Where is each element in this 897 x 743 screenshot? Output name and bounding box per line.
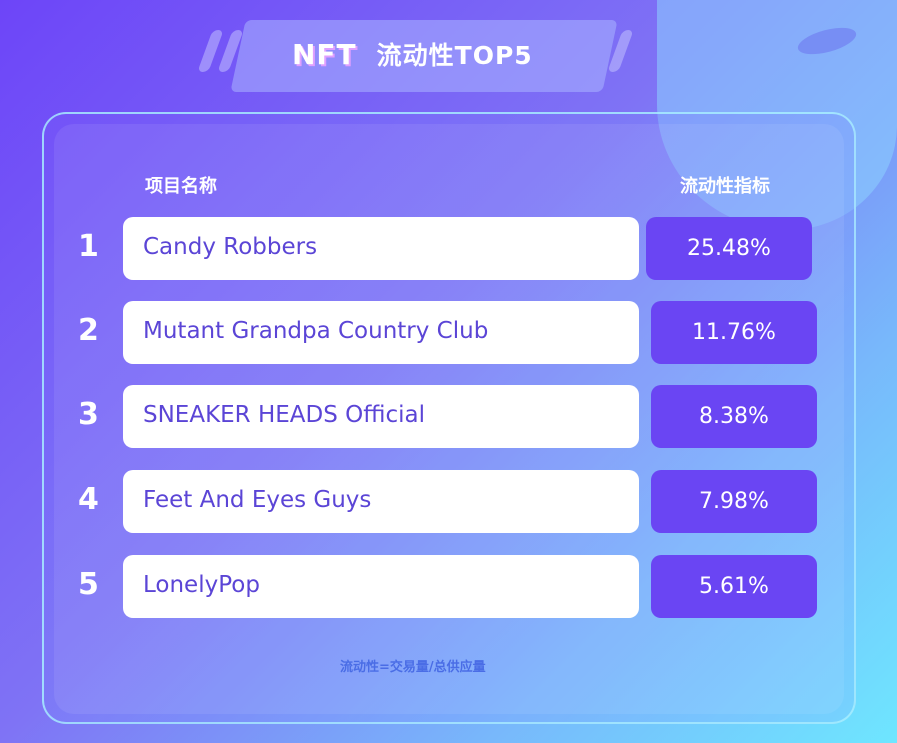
liquidity-value: 5.61% (651, 555, 817, 618)
rank-number: 5 (78, 567, 99, 602)
project-name: Mutant Grandpa Country Club (123, 301, 639, 364)
project-name: SNEAKER HEADS Official (123, 385, 639, 448)
page-title: NFT 流动性TOP5 (292, 36, 533, 72)
title-main: 流动性TOP5 (376, 41, 533, 70)
rank-number: 1 (78, 229, 99, 264)
rank-number: 2 (78, 313, 99, 348)
header-name: 项目名称 (145, 176, 217, 197)
liquidity-value: 25.48% (646, 217, 812, 280)
footnote: 流动性=交易量/总供应量 (340, 660, 486, 675)
liquidity-value: 8.38% (651, 385, 817, 448)
project-name: Candy Robbers (123, 217, 639, 280)
rank-number: 3 (78, 397, 99, 432)
rank-number: 4 (78, 482, 99, 517)
project-name: Feet And Eyes Guys (123, 470, 639, 533)
liquidity-value: 7.98% (651, 470, 817, 533)
title-prefix: NFT (292, 38, 357, 71)
project-name: LonelyPop (123, 555, 639, 618)
decorative-blob (657, 0, 897, 230)
liquidity-value: 11.76% (651, 301, 817, 364)
header-metric: 流动性指标 (680, 176, 770, 197)
